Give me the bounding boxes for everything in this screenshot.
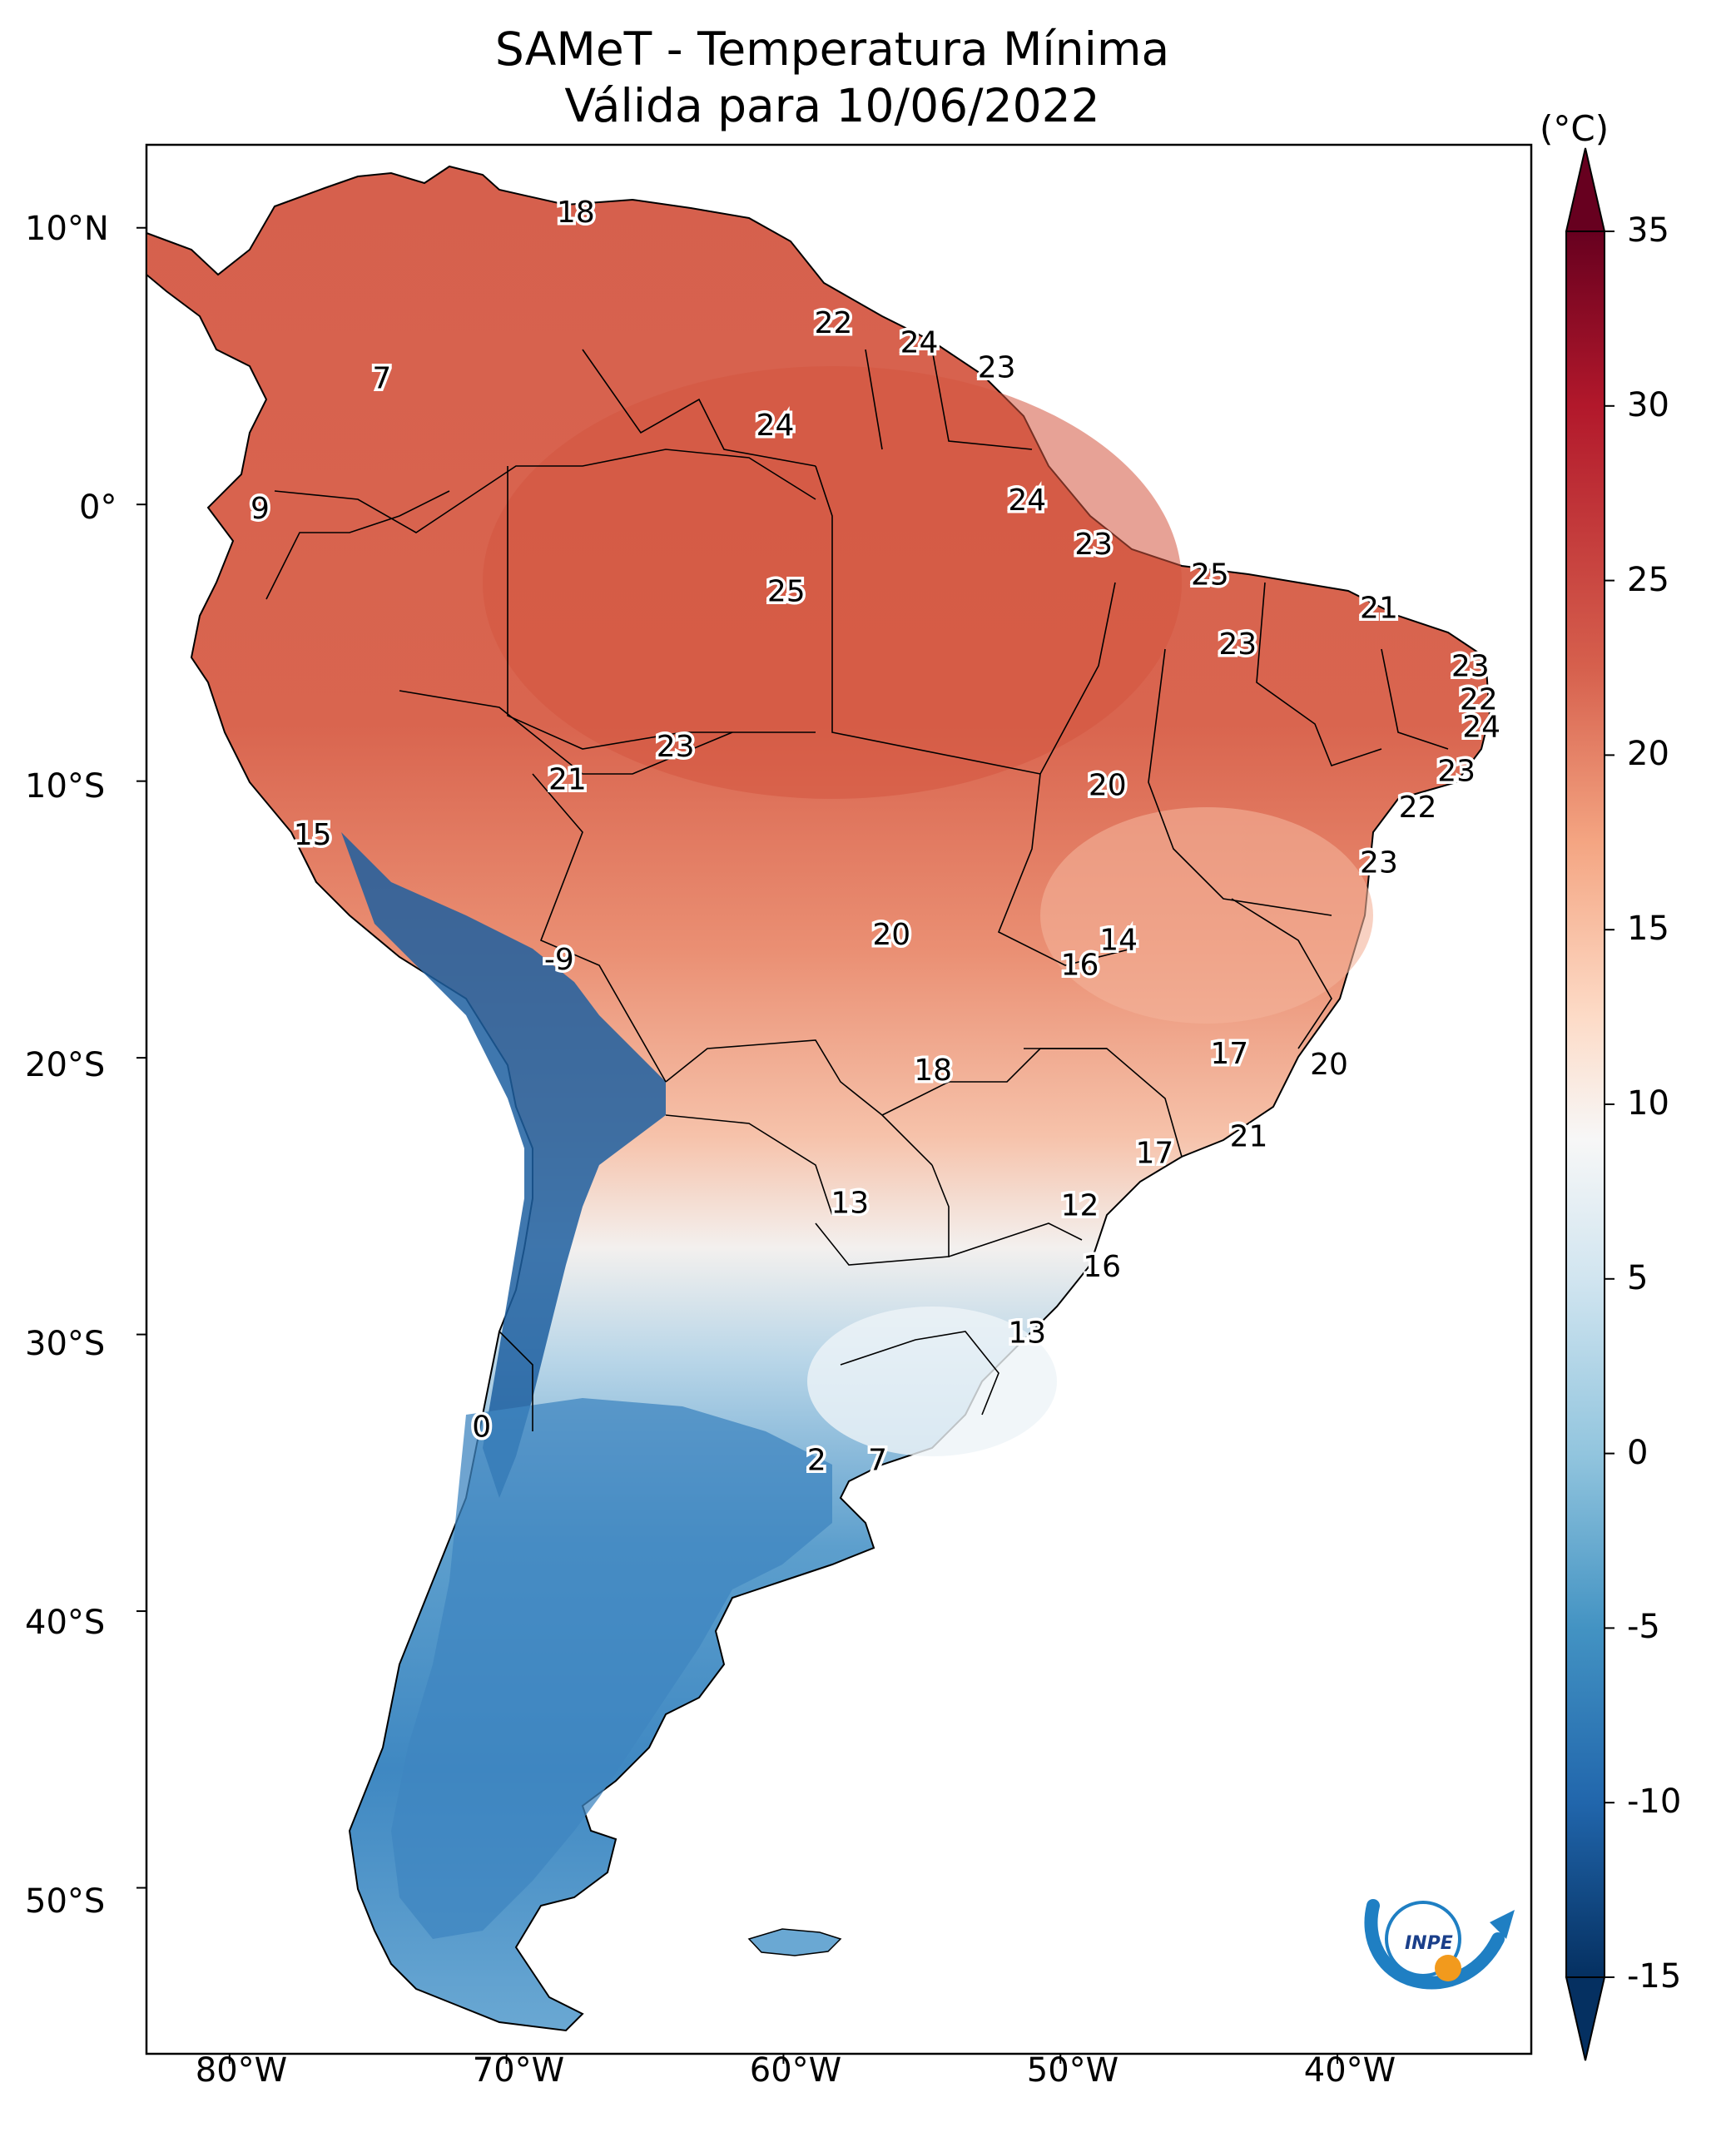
station-label: 20: [872, 918, 910, 952]
lon-label-60w: 60°W: [749, 2051, 842, 2090]
lon-label-80w: 80°W: [195, 2051, 288, 2090]
station-label: 24: [756, 409, 795, 443]
station-label: 23: [978, 350, 1016, 384]
colorbar-tick-label: 15: [1627, 910, 1669, 949]
colorbar-tick-label: -5: [1627, 1608, 1660, 1647]
station-label: 9: [250, 492, 270, 526]
station-label: 15: [294, 818, 332, 852]
station-label: 23: [1437, 755, 1476, 789]
colorbar-tick-label: 0: [1627, 1433, 1649, 1472]
lon-label-70w: 70°W: [472, 2051, 565, 2090]
station-label: 24: [900, 325, 939, 359]
andes-cold-band: [341, 832, 666, 1498]
colorbar-tick-label: 10: [1627, 1084, 1669, 1123]
uruguay-cool-region: [807, 1307, 1057, 1456]
station-label: 0: [472, 1411, 491, 1445]
station-label: 22: [814, 306, 852, 340]
station-label: 25: [1191, 558, 1229, 593]
falkland-islands: [747, 1928, 842, 1956]
station-label: 17: [1210, 1037, 1248, 1071]
map-title-line-1: SAMeT - Temperatura Mínima: [494, 22, 1170, 76]
station-label: 21: [1360, 592, 1398, 626]
station-label: 23: [1451, 649, 1490, 683]
station-label: 7: [868, 1444, 887, 1478]
station-label: -9: [544, 943, 574, 977]
station-label: 13: [831, 1186, 869, 1220]
station-label: 12: [1061, 1189, 1099, 1223]
colorbar-tick-label: 25: [1627, 560, 1669, 599]
station-label: 23: [1360, 845, 1398, 880]
station-label: 23: [1074, 528, 1113, 562]
lat-label-50s: 50°S: [25, 1882, 106, 1921]
station-label: 21: [1230, 1120, 1268, 1154]
station-label: 20: [1089, 768, 1127, 802]
map-content: [146, 165, 1491, 2032]
station-label: 17: [1135, 1136, 1173, 1170]
colorbar-tick-label: 35: [1627, 211, 1669, 250]
colorbar-ticks: [1605, 231, 1614, 1978]
lat-label-10s: 10°S: [25, 767, 106, 806]
station-label: 25: [767, 575, 806, 609]
colorbar-tick-label: 30: [1627, 385, 1669, 424]
colorbar-tick-label: 20: [1627, 735, 1669, 774]
lon-label-40w: 40°W: [1303, 2051, 1396, 2090]
lat-label-40s: 40°S: [25, 1604, 106, 1642]
station-label: 24: [1462, 710, 1500, 744]
station-label: 7: [372, 362, 391, 396]
station-label: 22: [1399, 791, 1437, 825]
station-label: 22: [1460, 682, 1498, 717]
southeast-pale-region: [1040, 807, 1373, 1024]
colorbar-body: [1566, 231, 1605, 1977]
colorbar-top-triangle: [1565, 147, 1606, 232]
station-label: 23: [1218, 627, 1257, 662]
station-label: 13: [1008, 1316, 1046, 1351]
lon-label-50w: 50°W: [1026, 2051, 1119, 2090]
inpe-logo-text: INPE: [1405, 1933, 1453, 1954]
station-label: 23: [657, 730, 695, 764]
station-label: 20: [1310, 1048, 1348, 1082]
country-borders: [265, 349, 1449, 1431]
lat-label-20s: 20°S: [25, 1046, 106, 1084]
colorbar-tick-label: 5: [1627, 1258, 1649, 1297]
station-label: 2: [807, 1444, 826, 1478]
station-label: 18: [557, 196, 595, 230]
colorbar-tick-label: -10: [1627, 1783, 1682, 1822]
station-label: 16: [1061, 948, 1099, 982]
colorbar-tick-label: -15: [1627, 1957, 1682, 1996]
map-title-line-2: Válida para 10/06/2022: [564, 79, 1100, 132]
station-label: 21: [548, 763, 587, 797]
colorbar-unit-label: (°C): [1540, 108, 1610, 149]
station-label: 14: [1099, 923, 1138, 957]
axis-ticks: [136, 226, 1339, 2064]
lat-label-30s: 30°S: [25, 1325, 106, 1363]
station-label: 24: [1008, 483, 1046, 518]
station-label: 18: [914, 1054, 952, 1088]
colorbar: [1565, 147, 1614, 2061]
inpe-logo: INPE: [1364, 1899, 1515, 1990]
lat-label-0: 0°: [79, 488, 117, 527]
station-label: 16: [1083, 1250, 1121, 1284]
colorbar-bottom-triangle: [1565, 1976, 1606, 2061]
patagonia-cold-region: [391, 1398, 832, 1939]
lat-label-10n: 10°N: [25, 210, 109, 248]
